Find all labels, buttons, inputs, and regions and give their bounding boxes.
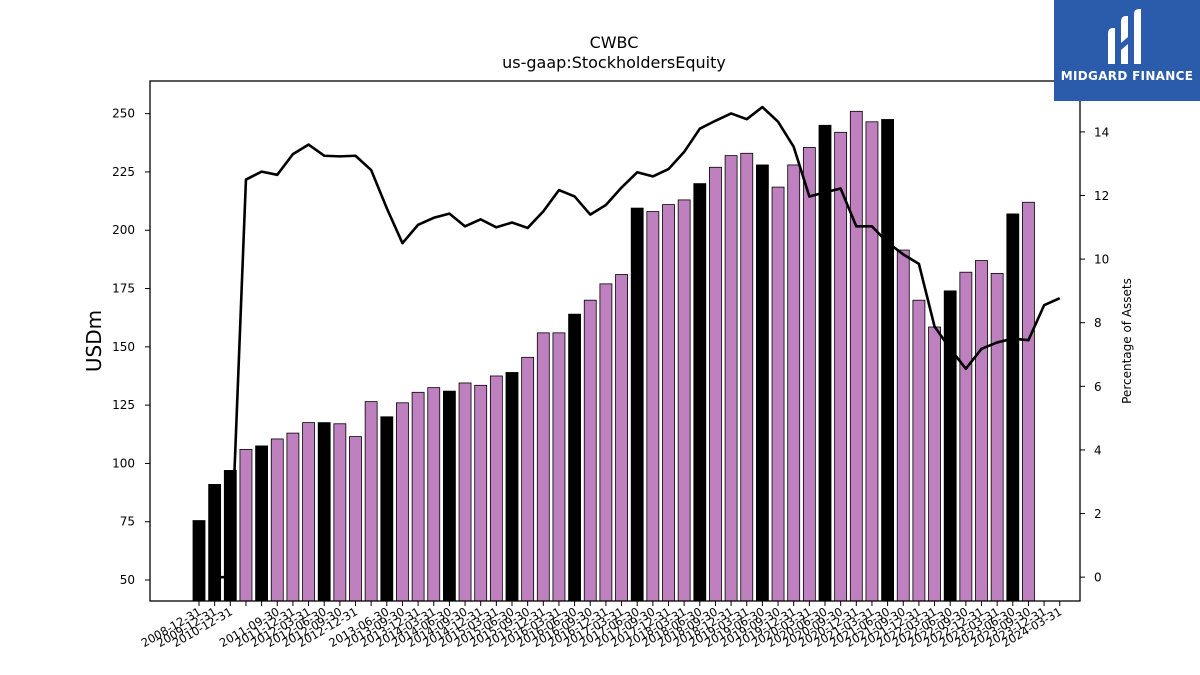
y-tick-label: 50 [120,573,135,587]
bar [568,313,581,602]
bar [1022,201,1035,602]
bar [771,186,785,602]
bar [270,438,284,602]
logo-text: MIDGARD FINANCE [1060,69,1194,83]
bar [442,390,456,602]
bar [239,449,253,602]
bar [990,272,1004,602]
bar [677,199,691,602]
bar [865,121,879,602]
midgard-finance-logo: MIDGARD FINANCE [1054,0,1200,101]
bar [583,299,597,602]
left-axis-ticks: 50 75 100 125 150 175 200 225 250 [112,107,150,587]
y-right-tick-label: 4 [1094,443,1102,457]
bar [896,249,910,602]
bar [740,152,754,602]
y-tick-label: 150 [112,340,135,354]
y-right-tick-label: 10 [1094,253,1109,267]
bar-series [192,110,1035,602]
bar [787,164,801,602]
bar [489,375,503,602]
y-tick-label: 175 [112,282,135,296]
bar [302,422,315,602]
bar [756,164,769,602]
percentage-line [214,105,1061,579]
y-right-tick-label: 12 [1094,189,1109,203]
bar [458,382,472,602]
bar [333,423,347,602]
y-tick-label: 100 [112,456,135,470]
bar [849,110,863,602]
left-axis-label: USDm [82,310,106,372]
y-right-tick-label: 14 [1094,125,1109,139]
y-tick-label: 250 [112,107,135,121]
bar [818,124,832,602]
bar [912,299,926,602]
chart-subtitle: us-gaap:StockholdersEquity [502,53,726,72]
bar [364,401,378,602]
midgard-logo-icon [1108,9,1141,64]
y-tick-label: 200 [112,223,135,237]
bar [521,356,535,602]
y-right-tick-label: 8 [1094,316,1102,330]
bar [615,274,628,602]
y-tick-label: 225 [112,165,135,179]
right-axis-label: Percentage of Assets [1120,278,1134,404]
bar [474,384,488,602]
bar [286,432,300,602]
bar [255,445,269,602]
bar [662,204,675,602]
bar [396,402,409,602]
bar [709,166,722,602]
bar [505,372,519,602]
bar [317,422,331,602]
y-right-tick-label: 6 [1094,380,1102,394]
bar [1006,213,1020,602]
y-right-tick-label: 0 [1094,571,1102,585]
bar [411,391,425,602]
bar [427,387,441,602]
bar [380,416,394,602]
bar [536,332,550,602]
bar [834,131,848,602]
y-tick-label: 75 [120,515,135,529]
plot-frame [149,80,1081,602]
bar [959,271,973,602]
bar [693,183,707,602]
bar [928,326,941,602]
bar [975,260,988,602]
bar [599,283,613,602]
y-tick-label: 125 [112,398,135,412]
bar [943,290,957,602]
bar [881,119,894,602]
bar [349,436,362,602]
bar [552,332,566,602]
bar [192,520,206,602]
right-axis-ticks: 0 2 4 6 8 10 12 14 [1080,125,1109,585]
x-axis-ticks: 2008-12-312009-12-312010-12-312011-09-30… [139,601,1064,650]
y-right-tick-label: 2 [1094,507,1102,521]
chart-title: CWBC [590,33,639,52]
bar [646,211,660,602]
bar [208,484,222,602]
bar [802,147,816,602]
bar [724,155,738,602]
bar [630,207,644,602]
